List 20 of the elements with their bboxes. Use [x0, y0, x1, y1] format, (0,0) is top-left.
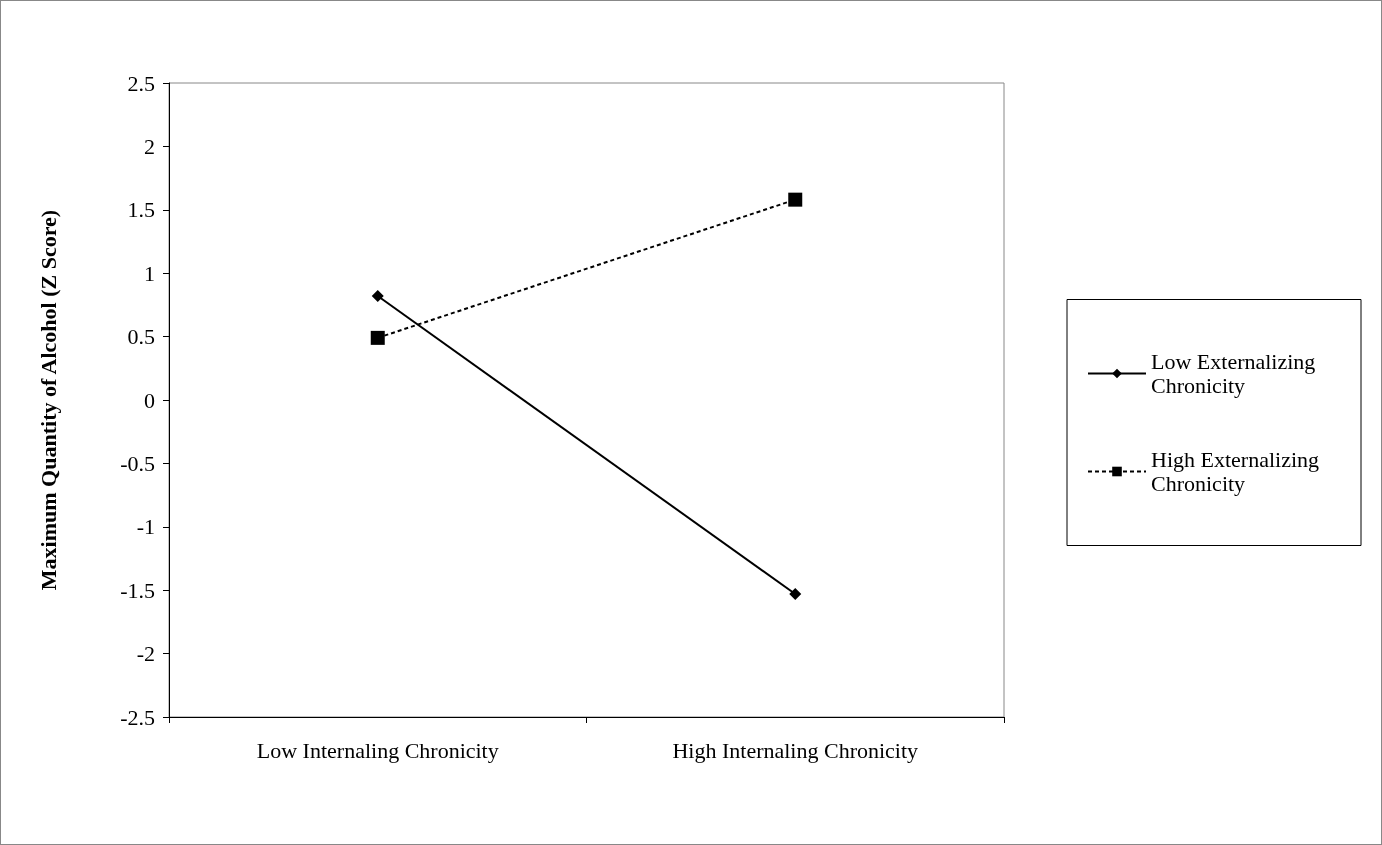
- y-tick-label: 1: [144, 260, 155, 286]
- point: [788, 192, 803, 207]
- y-tick-label: -2: [136, 641, 155, 667]
- legend-label: High Externalizing Chronicity: [1151, 447, 1325, 496]
- y-tick-label: -0.5: [120, 450, 155, 476]
- y-tick-label: 2.5: [127, 70, 155, 96]
- x-tick-label: Low Internaling Chronicity: [256, 737, 499, 763]
- point: [789, 588, 802, 600]
- y-tick-label: 0.5: [127, 324, 155, 350]
- y-tick-label: -2.5: [120, 704, 155, 730]
- point: [371, 290, 384, 303]
- y-tick-label: 1.5: [127, 197, 155, 223]
- y-axis-title: Maximum Quantity of Alcohol (Z Score): [35, 209, 61, 591]
- y-tick-label: 2: [144, 133, 155, 159]
- legend-label: Low Externalizing Chronicity: [1151, 349, 1321, 398]
- y-tick-label: -1.5: [120, 577, 155, 603]
- y-tick-label: 0: [144, 387, 155, 413]
- point: [370, 330, 385, 345]
- y-tick-label: -1: [136, 514, 155, 540]
- x-tick-label: High Internaling Chronicity: [672, 737, 919, 763]
